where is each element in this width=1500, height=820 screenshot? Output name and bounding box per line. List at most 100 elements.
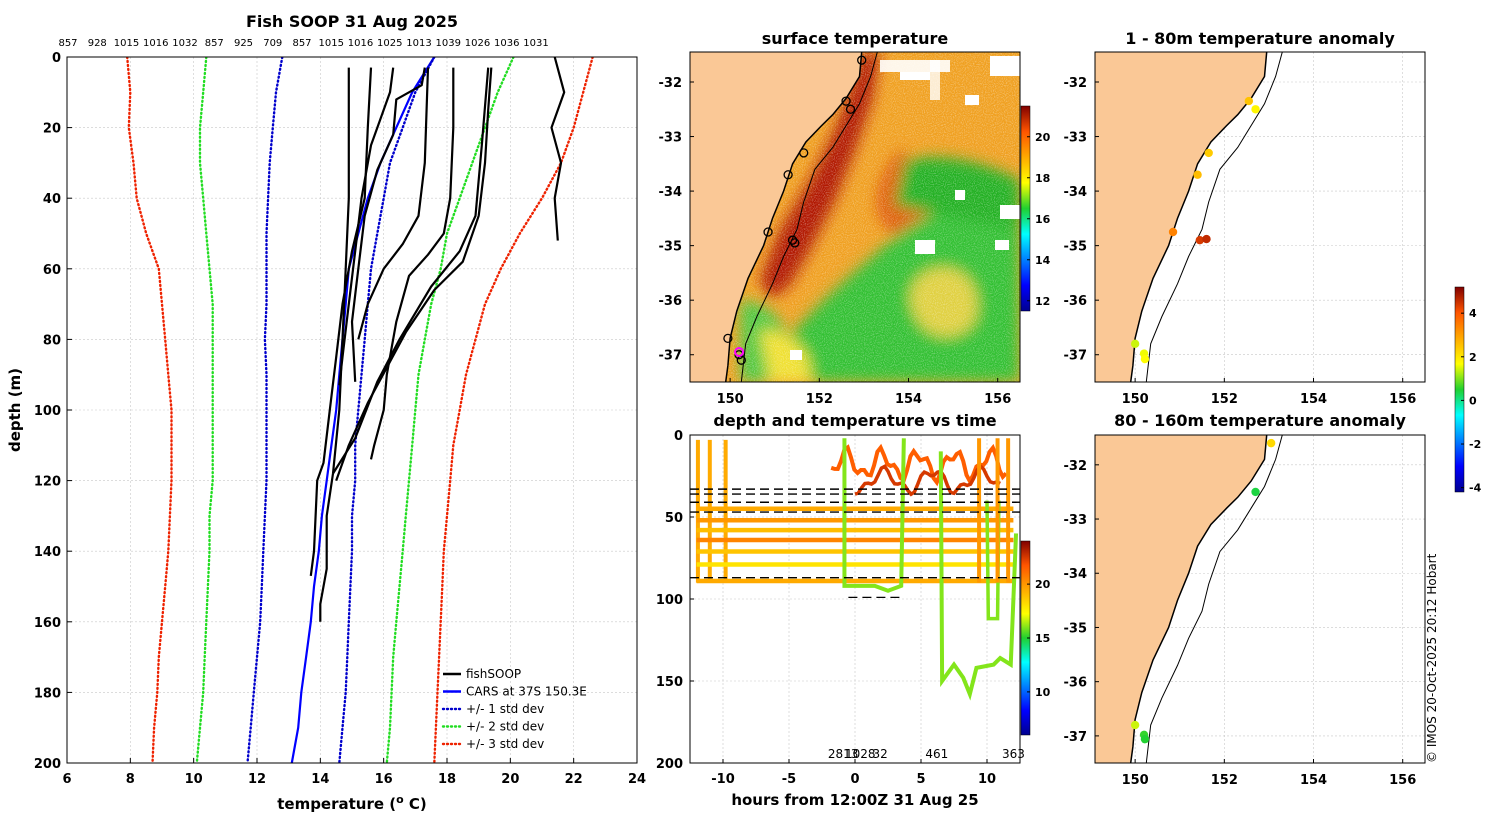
profile-grid — [66, 56, 638, 764]
anomaly-deep-ytick-label: -32 — [1064, 459, 1088, 474]
time-deep-track — [842, 438, 906, 593]
anomaly-deep-anomaly-point — [1130, 720, 1140, 730]
anomaly-deep-map — [1095, 435, 1283, 763]
profile-top-label: 1015 — [114, 38, 139, 49]
profile-top-label: 1031 — [523, 38, 548, 49]
profile-xtick-label: 8 — [126, 772, 135, 787]
anomaly-colorbar-label: 2 — [1469, 351, 1477, 364]
sst-axes-box — [689, 51, 1021, 383]
anomaly-shallow-anomaly-point — [1168, 227, 1178, 237]
anomaly-colorbar-label: 0 — [1469, 394, 1477, 407]
sst-ticks: 150 152 154 156 -32 -33 -34 -35 -36 -37 — [659, 76, 1012, 407]
fishsoop-profile-line — [332, 67, 490, 475]
profile-xtick-label: 22 — [565, 772, 583, 787]
anomaly-deep-anomaly-point — [1266, 438, 1276, 448]
profile-ytick-label: 20 — [43, 122, 61, 137]
profile-lines — [125, 57, 594, 763]
anomaly-shallow-land — [1095, 52, 1267, 382]
anomaly-deep-ticks: 150 152 154 156 -32 -33 -34 -35 -36 -37 — [1064, 459, 1417, 788]
anomaly-shallow-anomaly-point — [1140, 354, 1150, 364]
anomaly-deep-panel: 80 - 160m temperature anomaly 150 152 154 1… — [1064, 411, 1426, 788]
profile-xtick-label: 10 — [185, 772, 203, 787]
sst-station-marker — [845, 104, 856, 114]
sst-ytick-label: -33 — [659, 131, 683, 146]
profile-top-label: 928 — [88, 38, 107, 49]
anomaly-shallow-title: 1 - 80m temperature anomaly — [1125, 29, 1395, 48]
profile-top-label: 1036 — [494, 38, 519, 49]
time-deployment-label: 2813 — [828, 747, 859, 761]
sst-coastline — [724, 52, 863, 382]
time-surface-track — [854, 463, 1001, 497]
anomaly-deep-anomaly-point — [1251, 487, 1260, 497]
legend-label: +/- 2 std dev — [466, 720, 544, 734]
time-deep-track — [938, 451, 1019, 701]
fishsoop-profile-line — [550, 57, 566, 241]
profile-top-label: 1039 — [436, 38, 461, 49]
anomaly-shallow-xtick-label: 156 — [1389, 392, 1416, 407]
profile-top-label: 1025 — [377, 38, 402, 49]
profile-xtick-label: 12 — [248, 772, 266, 787]
time-panel: depth and temperature vs time -10 -5 0 5 100… — [656, 411, 1051, 809]
profile-series-line — [125, 57, 173, 763]
anomaly-deep-shelf-contour — [1145, 435, 1283, 763]
time-ytick-label: 50 — [665, 511, 683, 526]
anomaly-deep-anomaly-point — [1140, 734, 1150, 744]
sst-stations — [723, 55, 867, 365]
time-colorbar-ticks: 10 15 20 — [1027, 578, 1051, 699]
anomaly-shallow-shelf-contour — [1145, 52, 1283, 382]
profile-top-label: 1013 — [406, 38, 431, 49]
time-deployment-label: 1028 — [845, 747, 876, 761]
profile-ylabel: depth (m) — [6, 368, 24, 452]
anomaly-shallow-anomaly-point — [1195, 235, 1204, 245]
profile-top-labels: 857 928 1015 1016 1032 857 925 709 857 1015 1016 10… — [58, 38, 548, 49]
anomaly-shallow-anomaly-point — [1130, 339, 1140, 349]
anomaly-colorbar-label: -4 — [1469, 482, 1482, 495]
time-colorbar-label: 15 — [1035, 632, 1050, 645]
profile-ytick-label: 40 — [43, 192, 61, 207]
sst-xtick-label: 156 — [984, 392, 1011, 407]
sst-station-marker — [763, 227, 773, 237]
sst-colorbar — [1020, 105, 1031, 312]
time-xlabel: hours from 12:00Z 31 Aug 25 — [731, 791, 978, 809]
anomaly-shallow-panel: 1 - 80m temperature anomaly 150 152 154 156… — [1064, 29, 1426, 407]
sst-ytick-label: -32 — [659, 76, 683, 91]
sst-panel: surface temperature — [659, 29, 1051, 407]
profile-xlabel: temperature (o C) — [277, 793, 427, 813]
anomaly-colorbar — [1454, 286, 1465, 493]
anomaly-shallow-xtick-label: 154 — [1300, 392, 1327, 407]
anomaly-shallow-anomaly-point — [1204, 148, 1213, 158]
sst-ytick-label: -35 — [659, 240, 683, 255]
time-ytick-label: 100 — [656, 593, 683, 608]
sst-ytick-label: -36 — [659, 294, 683, 309]
anomaly-shallow-ytick-label: -37 — [1064, 349, 1088, 364]
profile-series-line — [195, 57, 214, 763]
anomaly-deep-ytick-label: -36 — [1064, 676, 1088, 691]
sst-field — [690, 52, 1020, 382]
time-surface-track — [830, 443, 1008, 487]
sst-colorbar-label: 12 — [1035, 295, 1050, 308]
credit-text: © IMOS 20-Oct-2025 20:12 Hobart — [1425, 553, 1439, 763]
anomaly-shallow-ytick-label: -32 — [1064, 76, 1088, 91]
sst-station-marker — [857, 55, 867, 65]
anomaly-colorbar-label: 4 — [1469, 307, 1477, 320]
fishsoop-profile-line — [319, 67, 350, 622]
anomaly-shallow-xtick-label: 150 — [1122, 392, 1149, 407]
sst-colorbar-label: 20 — [1035, 131, 1051, 144]
profile-ytick-label: 120 — [34, 475, 61, 490]
sst-shelf-contour — [740, 52, 878, 382]
anomaly-shallow-ytick-label: -33 — [1064, 131, 1088, 146]
profile-ticks: 6 8 10 12 14 16 18 20 22 24 0 20 40 60 80 100 120 140 160 1… — [34, 51, 646, 787]
profile-ytick-label: 140 — [34, 545, 61, 560]
profile-xtick-label: 14 — [311, 772, 329, 787]
anomaly-deep-xtick-label: 156 — [1389, 773, 1416, 788]
sst-colorbar-ticks: 12 14 16 18 20 — [1027, 131, 1051, 308]
time-xtick-label: -10 — [711, 772, 735, 787]
sst-land — [690, 52, 862, 382]
anomaly-colorbar-ticks: -4 -2 0 2 4 — [1461, 307, 1482, 495]
time-xtick-label: -5 — [782, 772, 796, 787]
anomaly-shallow-anomaly-point — [1193, 170, 1202, 179]
fishsoop-profile-line — [350, 67, 426, 382]
time-colorbar-label: 20 — [1035, 578, 1051, 591]
anomaly-shallow-map — [1095, 52, 1283, 382]
anomaly-shallow-xtick-label: 152 — [1211, 392, 1238, 407]
